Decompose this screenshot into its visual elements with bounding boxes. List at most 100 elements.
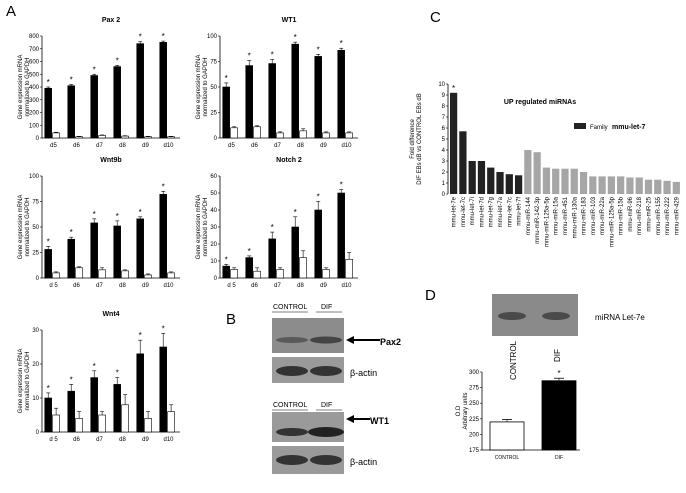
y-tick-label: 25 [210,111,217,117]
x-tick-label: d5 [228,143,235,149]
x-tick-label: d6 [73,143,80,149]
y-tick-label: 300 [29,98,40,104]
x-tick-label: d6 [251,283,258,289]
bar [230,127,238,139]
legend-prefix: Family [590,125,608,131]
bar [245,257,253,279]
y-tick-label: 30 [210,225,217,231]
y-tick-label: 1 [442,181,446,187]
bar [268,238,276,279]
bar [626,177,634,194]
y-tick-label: 0 [36,276,40,282]
x-tick-label: mmu-miR-125a-5p [609,196,615,247]
x-tick-label: mmu-miR-142-3p [535,196,541,243]
bar [75,136,83,139]
bar [322,269,330,279]
y-tick-label: 200 [29,111,40,117]
blot-d-dif-label: DIF [553,349,562,362]
bar [663,180,671,194]
bar [222,86,230,139]
blot-b-control-label: CONTROL [273,304,307,311]
significance-star: * [294,208,297,217]
x-tick-label: mmu-miR-130a [572,196,578,238]
x-tick-label: mmu-miR-15b [619,196,625,235]
bar [496,172,504,194]
significance-star: * [47,237,50,246]
bar [276,269,284,279]
bar [345,258,353,279]
bar [607,176,615,194]
y-tick-label: 250 [469,401,480,407]
bar [222,265,230,279]
bar [314,56,322,139]
bar [291,226,299,279]
panel-label-d: D [425,287,436,304]
x-tick-label: mmu-let-7c [507,197,513,227]
y-tick-label: 100 [207,34,218,40]
x-tick-label: d7 [274,283,281,289]
y-tick-label: 6 [442,126,446,132]
x-tick-label: mmu-let-7a [498,196,504,227]
significance-star: * [116,212,119,221]
bar [121,135,129,139]
y-tick-label: 2 [442,170,446,176]
y-tick-label: 50 [210,85,217,91]
significance-star: * [93,210,96,219]
x-tick-label: mmu-let-7c [461,197,467,227]
x-tick-label: mmu-let-7e [452,196,458,227]
y-tick-label: 10 [210,259,217,265]
significance-star: * [93,362,96,371]
x-tick-label: mmu-miR-222 [665,196,671,235]
y-axis-label: O.D [456,405,462,416]
y-tick-label: 100 [29,174,40,180]
y-axis-label: Arbitrary units [463,392,469,429]
bar [75,418,83,433]
bar [337,192,345,279]
chart-pax2: Pax 2 Gene expression mRNA normalized to G… [18,17,180,149]
x-tick-label: d9 [142,143,149,149]
bar [44,249,52,279]
x-tick-label: d7 [274,143,281,149]
bar [245,65,253,139]
bar [345,132,353,139]
chart-title: Wnt4 [102,311,119,318]
y-tick-label: 75 [210,60,217,66]
y-tick-label: 200 [469,432,480,438]
blot-wt1-band [272,412,344,442]
bar [268,63,276,139]
x-tick-label: d9 [320,283,327,289]
y-tick-label: 25 [32,251,39,257]
bar [589,176,597,194]
significance-star: * [294,33,297,42]
y-tick-label: 50 [32,225,39,231]
x-tick-label: mmu-let-7f [517,197,523,226]
x-tick-label: d7 [96,283,103,289]
y-tick-label: 30 [32,328,39,334]
bar [541,380,577,451]
x-tick-label: d 5 [49,283,58,289]
chart-wnt4: Wnt4 Gene expression mRNA normalized to GA… [18,311,180,443]
y-axis-label: Gene expression mRNA [196,195,202,260]
bar [44,87,52,139]
bar [144,136,152,139]
y-tick-label: 20 [210,242,217,248]
significance-star: * [162,324,165,333]
bar [533,152,541,194]
bar [505,174,513,194]
bar [299,130,307,139]
y-tick-label: 50 [210,191,217,197]
bar [477,161,486,194]
x-tick-label: d10 [163,437,174,443]
bar [230,269,238,279]
bar [617,176,625,194]
bar [450,92,458,194]
x-tick-label: mmu-miR-451 [563,196,569,235]
bar [144,274,152,279]
y-axis-label: normalized to GAPDH [203,57,209,116]
significance-star: * [139,208,142,217]
y-axis-label: Gene expression mRNA [18,349,24,414]
y-tick-label: 300 [469,370,480,376]
bar [52,272,60,279]
y-tick-label: 225 [469,417,480,423]
